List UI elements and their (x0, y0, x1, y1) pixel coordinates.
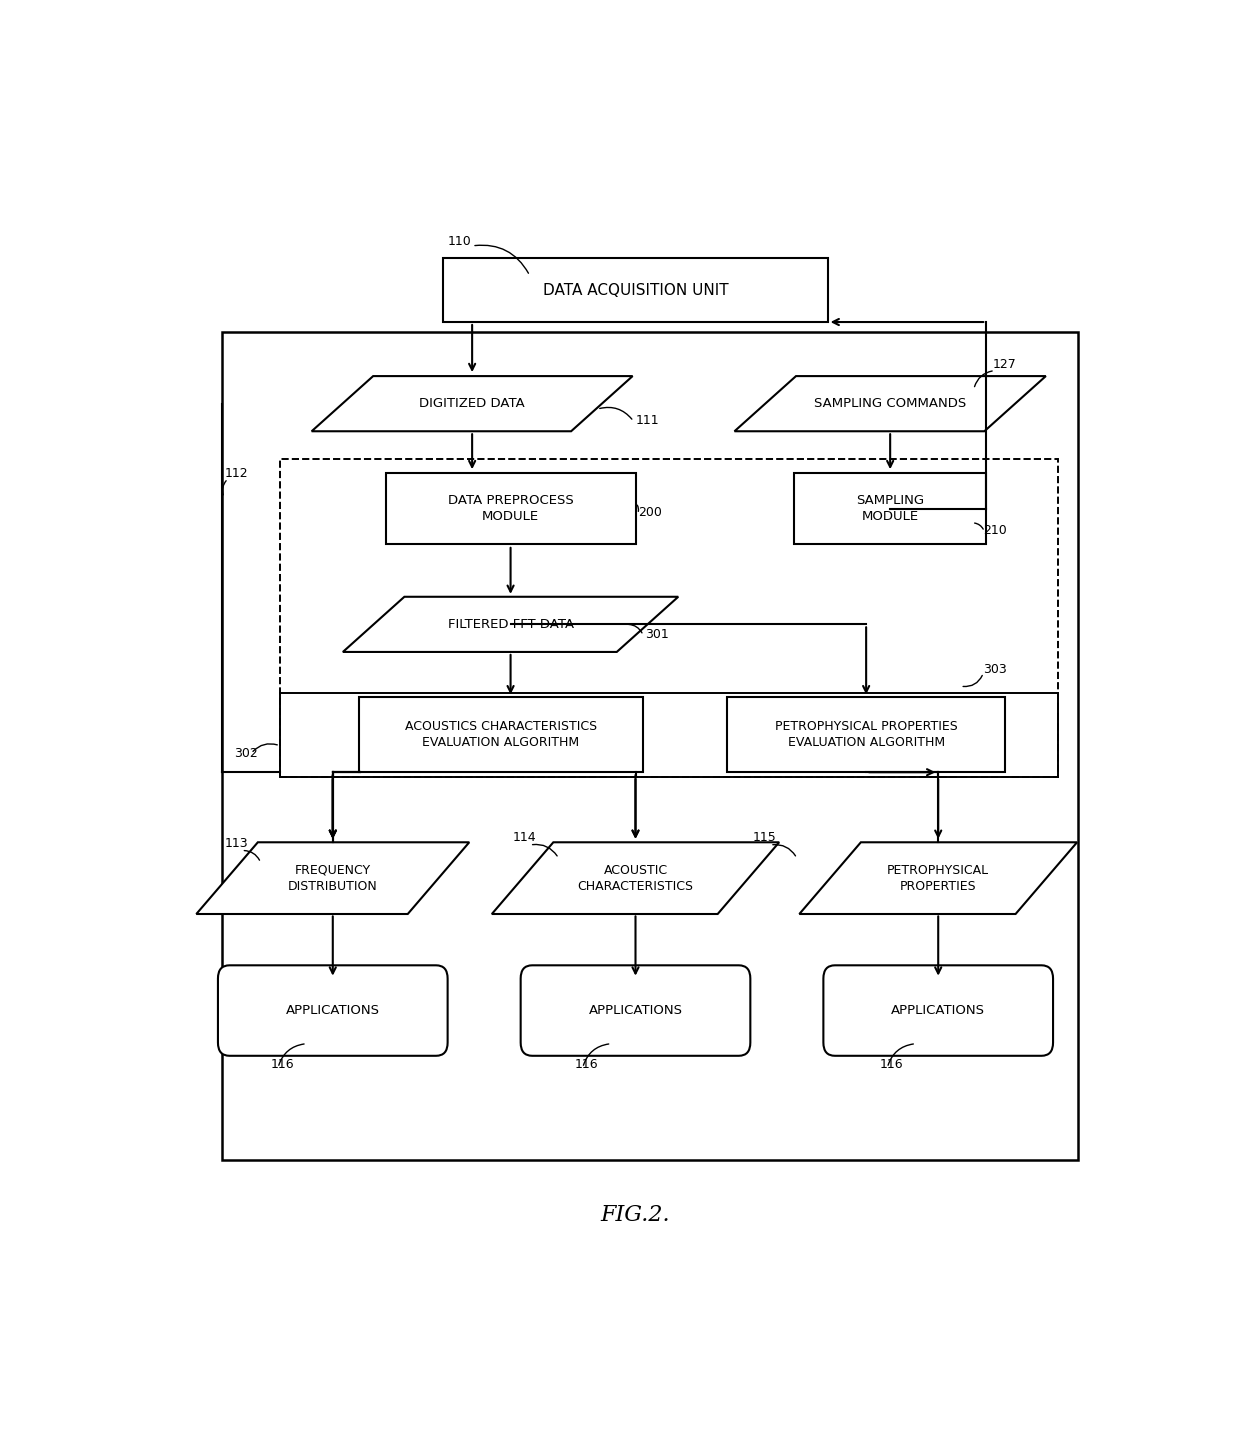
Bar (280, 692, 1058, 777)
Bar (444, 258, 828, 322)
FancyBboxPatch shape (218, 966, 448, 1056)
Text: 116: 116 (879, 1058, 903, 1070)
Text: FILTERED FFT DATA: FILTERED FFT DATA (448, 618, 574, 631)
Text: 301: 301 (645, 628, 668, 641)
Text: 110: 110 (448, 235, 472, 248)
Text: ACOUSTIC
CHARACTERISTICS: ACOUSTIC CHARACTERISTICS (578, 864, 693, 893)
Bar (727, 698, 1006, 772)
Text: APPLICATIONS: APPLICATIONS (285, 1005, 379, 1017)
Text: FIG.2.: FIG.2. (600, 1204, 671, 1225)
Text: DIGITIZED DATA: DIGITIZED DATA (419, 397, 525, 410)
Bar (280, 459, 1058, 777)
Text: DATA PREPROCESS
MODULE: DATA PREPROCESS MODULE (448, 494, 573, 523)
Text: 111: 111 (635, 414, 660, 427)
Text: 302: 302 (234, 747, 258, 759)
Polygon shape (311, 375, 632, 431)
Text: 127: 127 (993, 358, 1017, 371)
Polygon shape (734, 375, 1045, 431)
Polygon shape (492, 843, 779, 914)
Polygon shape (800, 843, 1078, 914)
Text: 116: 116 (270, 1058, 294, 1070)
Polygon shape (343, 596, 678, 652)
Text: ACOUSTICS CHARACTERISTICS
EVALUATION ALGORITHM: ACOUSTICS CHARACTERISTICS EVALUATION ALG… (405, 721, 596, 749)
Text: 115: 115 (753, 831, 776, 844)
Text: APPLICATIONS: APPLICATIONS (589, 1005, 682, 1017)
Text: 114: 114 (512, 831, 536, 844)
Text: 113: 113 (226, 837, 249, 850)
Text: PETROPHYSICAL
PROPERTIES: PETROPHYSICAL PROPERTIES (887, 864, 990, 893)
Polygon shape (196, 843, 469, 914)
Bar (794, 473, 986, 545)
Text: 112: 112 (226, 467, 249, 480)
Bar (222, 332, 1078, 1159)
Text: 200: 200 (639, 506, 662, 519)
Text: SAMPLING
MODULE: SAMPLING MODULE (856, 494, 924, 523)
Bar (386, 473, 635, 545)
Text: SAMPLING COMMANDS: SAMPLING COMMANDS (813, 397, 966, 410)
Text: 116: 116 (575, 1058, 599, 1070)
Text: DATA ACQUISITION UNIT: DATA ACQUISITION UNIT (543, 282, 728, 298)
Text: 210: 210 (983, 524, 1007, 537)
Text: APPLICATIONS: APPLICATIONS (892, 1005, 986, 1017)
Text: PETROPHYSICAL PROPERTIES
EVALUATION ALGORITHM: PETROPHYSICAL PROPERTIES EVALUATION ALGO… (775, 721, 957, 749)
Text: 303: 303 (983, 663, 1007, 676)
FancyBboxPatch shape (823, 966, 1053, 1056)
Text: FREQUENCY
DISTRIBUTION: FREQUENCY DISTRIBUTION (288, 864, 378, 893)
Bar (360, 698, 642, 772)
FancyBboxPatch shape (521, 966, 750, 1056)
